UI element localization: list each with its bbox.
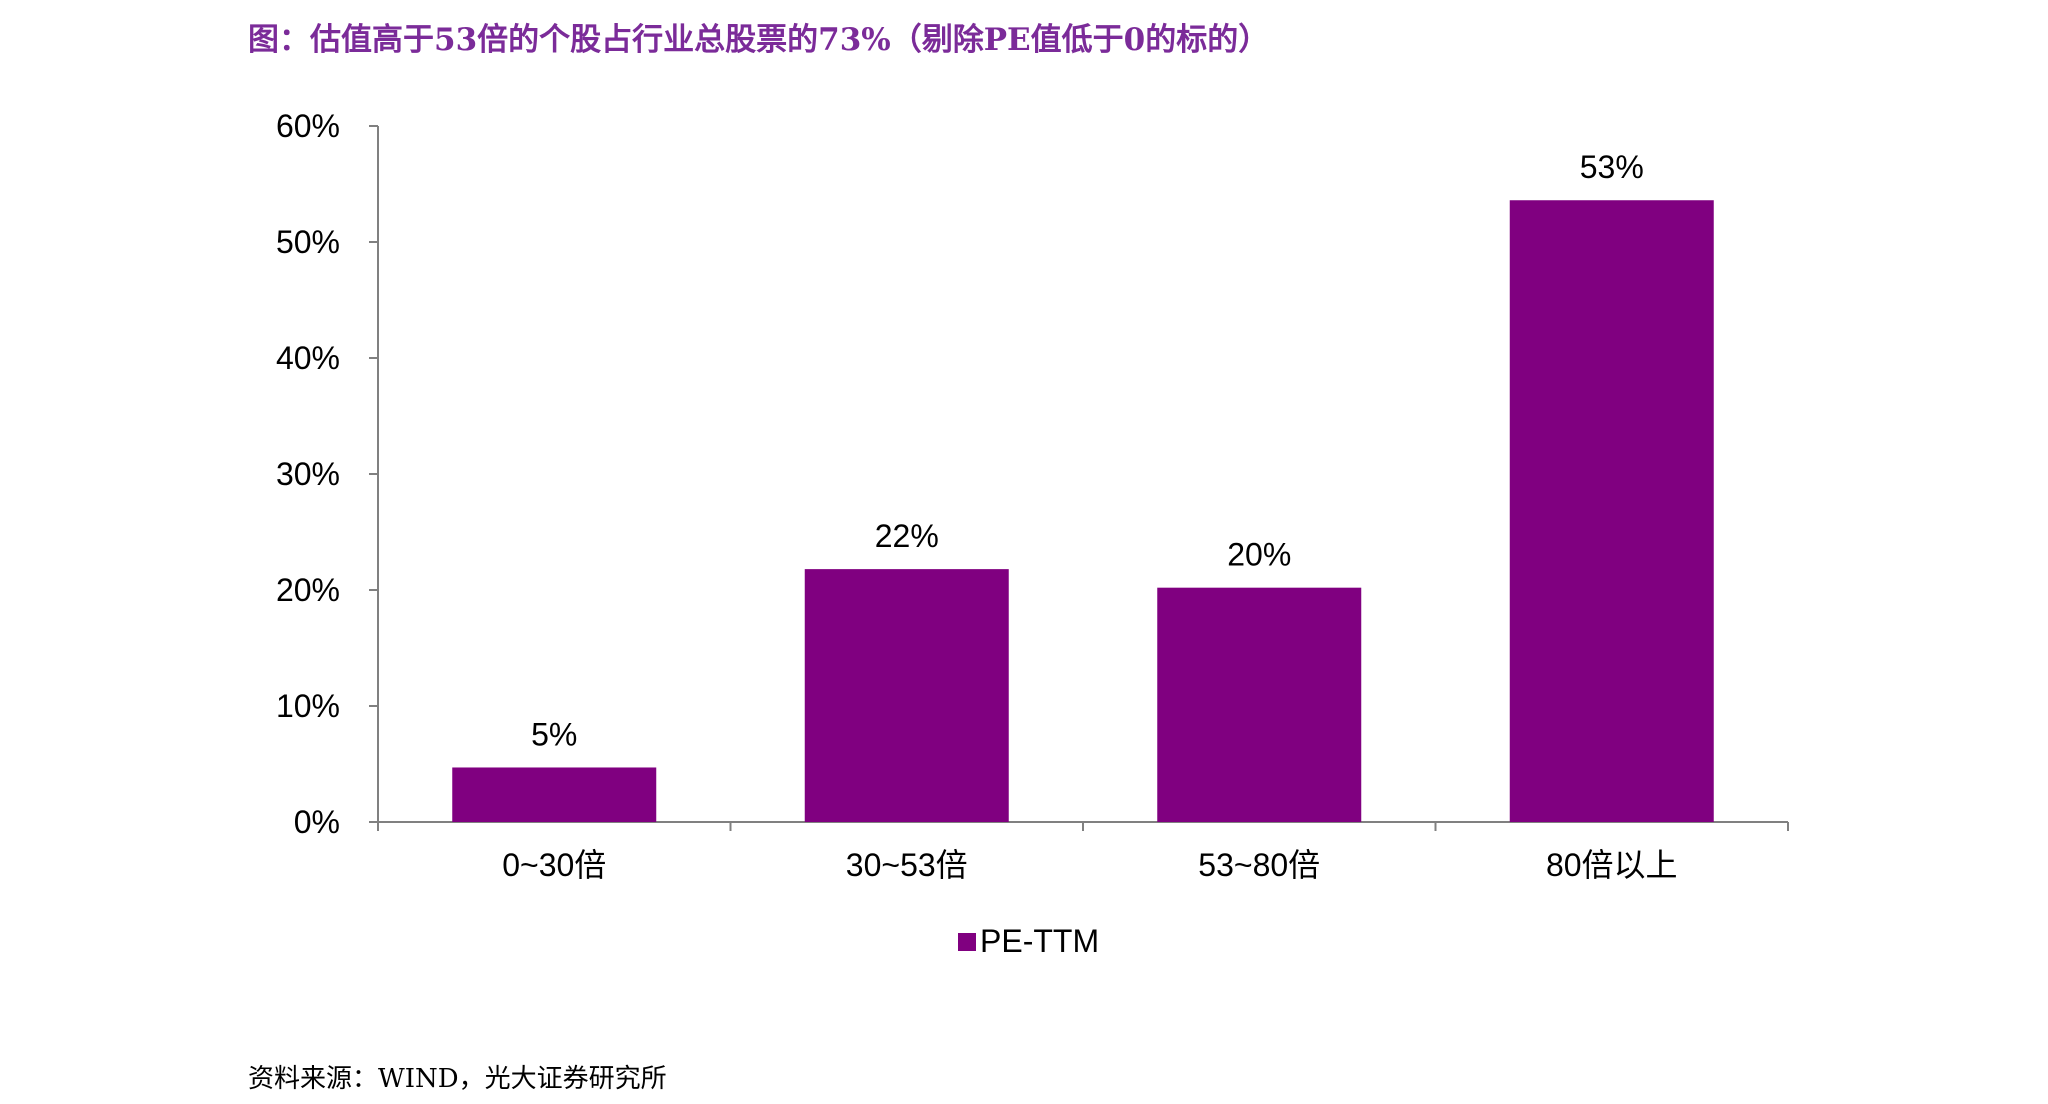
source-note: 资料来源：WIND，光大证券研究所 — [248, 1064, 667, 1094]
data-label: 22% — [875, 518, 939, 554]
y-tick-label: 0% — [294, 804, 340, 840]
legend: PE-TTM — [958, 923, 1099, 959]
x-tick-label: 0~30倍 — [502, 847, 606, 883]
bar — [452, 767, 657, 822]
bar — [1157, 587, 1362, 822]
legend-swatch — [958, 933, 976, 951]
bar — [804, 569, 1009, 822]
y-tick-label: 60% — [276, 108, 340, 144]
y-tick-label: 50% — [276, 224, 340, 260]
y-tick-label: 30% — [276, 456, 340, 492]
x-tick-label: 53~80倍 — [1198, 847, 1320, 883]
bar — [1509, 200, 1714, 823]
y-tick-label: 10% — [276, 688, 340, 724]
chart-title: 图：估值高于53倍的个股占行业总股票的73%（剔除PE值低于0的标的） — [248, 22, 1269, 58]
x-tick-label: 30~53倍 — [846, 847, 968, 883]
y-tick-label: 40% — [276, 340, 340, 376]
legend-label: PE-TTM — [980, 923, 1099, 959]
x-tick-label: 80倍以上 — [1546, 847, 1678, 883]
data-label: 20% — [1227, 537, 1291, 573]
data-label: 5% — [531, 716, 577, 752]
data-label: 53% — [1580, 149, 1644, 185]
plot-area: 0% 10% 20% 30% 40% 50% 60% 5% 0~30倍 22% 30~53倍 20% 5… — [276, 108, 1789, 883]
y-tick-label: 20% — [276, 572, 340, 608]
